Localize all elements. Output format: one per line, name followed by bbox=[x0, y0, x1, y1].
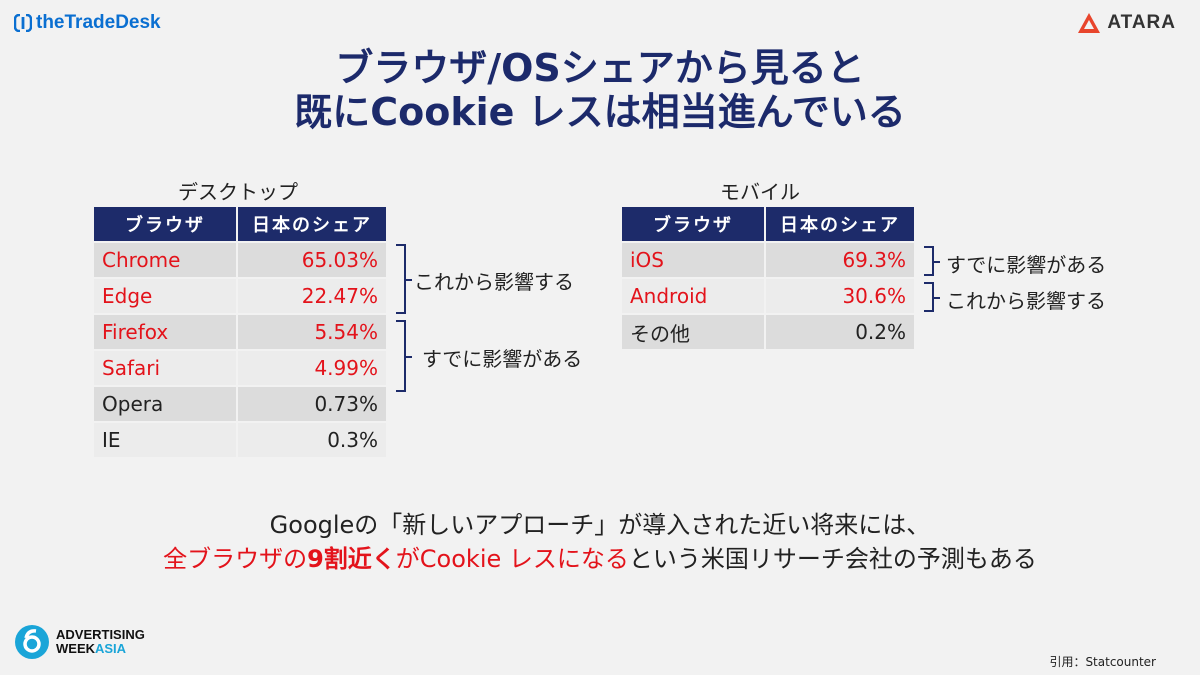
browser-share: 4.99% bbox=[236, 351, 386, 385]
mobile-header-browser: ブラウザ bbox=[622, 207, 764, 241]
table-row: Safari 4.99% bbox=[94, 351, 386, 385]
mobile-header-share: 日本のシェア bbox=[764, 207, 914, 241]
desktop-header-row: ブラウザ 日本のシェア bbox=[94, 207, 386, 241]
title-line-1: ブラウザ/OSシェアから見ると bbox=[335, 46, 865, 90]
desktop-label: デスクトップ bbox=[178, 180, 298, 204]
table-row: iOS 69.3% bbox=[622, 243, 914, 277]
atara-icon bbox=[1078, 13, 1101, 33]
aw-line-1: ADVERTISING bbox=[56, 627, 145, 642]
table-row: Chrome 65.03% bbox=[94, 243, 386, 277]
bottom-line-1: Googleの「新しいアプローチ」が導入された近い将来には、 bbox=[269, 511, 931, 539]
mobile-label: モバイル bbox=[720, 180, 800, 204]
os-share: 69.3% bbox=[764, 243, 914, 277]
mobile-brace-now-label: すでに影響がある bbox=[946, 253, 1107, 277]
advertising-week-wordmark: ADVERTISING WEEKASIA bbox=[56, 628, 145, 656]
aw-line-2: WEEK bbox=[56, 641, 95, 656]
bottom-line-2-part-c: がCookie レスになる bbox=[395, 545, 629, 573]
mobile-share-table: ブラウザ 日本のシェア iOS 69.3% Android 30.6% その他 … bbox=[622, 205, 914, 351]
os-name: iOS bbox=[622, 243, 764, 277]
browser-share: 22.47% bbox=[236, 279, 386, 313]
table-row: Edge 22.47% bbox=[94, 279, 386, 313]
os-name: その他 bbox=[622, 315, 764, 349]
desktop-header-share: 日本のシェア bbox=[236, 207, 386, 241]
table-row: Android 30.6% bbox=[622, 279, 914, 313]
atara-logo: ATARA bbox=[1077, 12, 1176, 34]
citation: 引用：Statcounter bbox=[1049, 655, 1156, 669]
bottom-line-2-part-a: 全ブラウザの bbox=[163, 545, 308, 573]
os-share: 30.6% bbox=[764, 279, 914, 313]
browser-name: Chrome bbox=[94, 243, 236, 277]
desktop-brace-future-label: これから影響する bbox=[414, 270, 574, 294]
table-row: IE 0.3% bbox=[94, 423, 386, 457]
bottom-line-2: 全ブラウザの9割近くがCookie レスになるという米国リサーチ会社の予測もある bbox=[0, 542, 1200, 576]
mobile-brace-future bbox=[924, 282, 940, 312]
desktop-brace-future bbox=[396, 244, 412, 314]
browser-name: Firefox bbox=[94, 315, 236, 349]
desktop-share-table: ブラウザ 日本のシェア Chrome 65.03% Edge 22.47% Fi… bbox=[94, 205, 386, 459]
mobile-brace-future-label: これから影響する bbox=[946, 289, 1106, 313]
table-row: Opera 0.73% bbox=[94, 387, 386, 421]
browser-name: Opera bbox=[94, 387, 236, 421]
mobile-brace-now bbox=[924, 246, 940, 276]
desktop-brace-now bbox=[396, 320, 412, 392]
browser-share: 0.73% bbox=[236, 387, 386, 421]
os-share: 0.2% bbox=[764, 315, 914, 349]
title-line-2: 既にCookie レスは相当進んでいる bbox=[294, 90, 906, 134]
table-row: Firefox 5.54% bbox=[94, 315, 386, 349]
os-name: Android bbox=[622, 279, 764, 313]
desktop-header-browser: ブラウザ bbox=[94, 207, 236, 241]
trade-desk-icon bbox=[14, 14, 32, 32]
desktop-brace-now-label: すでに影響がある bbox=[422, 347, 583, 371]
bottom-line-2-part-b: 9割近く bbox=[307, 545, 396, 573]
advertising-week-icon bbox=[15, 625, 49, 659]
browser-name: IE bbox=[94, 423, 236, 457]
bottom-line-2-part-d: という米国リサーチ会社の予測もある bbox=[628, 545, 1037, 573]
trade-desk-logo: theTradeDesk bbox=[14, 12, 161, 34]
atara-wordmark: ATARA bbox=[1107, 12, 1176, 33]
aw-line-3: ASIA bbox=[95, 641, 127, 656]
browser-share: 5.54% bbox=[236, 315, 386, 349]
trade-desk-wordmark: theTradeDesk bbox=[36, 12, 161, 33]
browser-name: Safari bbox=[94, 351, 236, 385]
table-row: その他 0.2% bbox=[622, 315, 914, 349]
browser-share: 0.3% bbox=[236, 423, 386, 457]
mobile-header-row: ブラウザ 日本のシェア bbox=[622, 207, 914, 241]
browser-share: 65.03% bbox=[236, 243, 386, 277]
bottom-statement: Googleの「新しいアプローチ」が導入された近い将来には、 全ブラウザの9割近… bbox=[0, 508, 1200, 576]
slide-title: ブラウザ/OSシェアから見ると 既にCookie レスは相当進んでいる bbox=[0, 46, 1200, 134]
advertising-week-asia-logo: ADVERTISING WEEKASIA bbox=[14, 624, 145, 660]
browser-name: Edge bbox=[94, 279, 236, 313]
